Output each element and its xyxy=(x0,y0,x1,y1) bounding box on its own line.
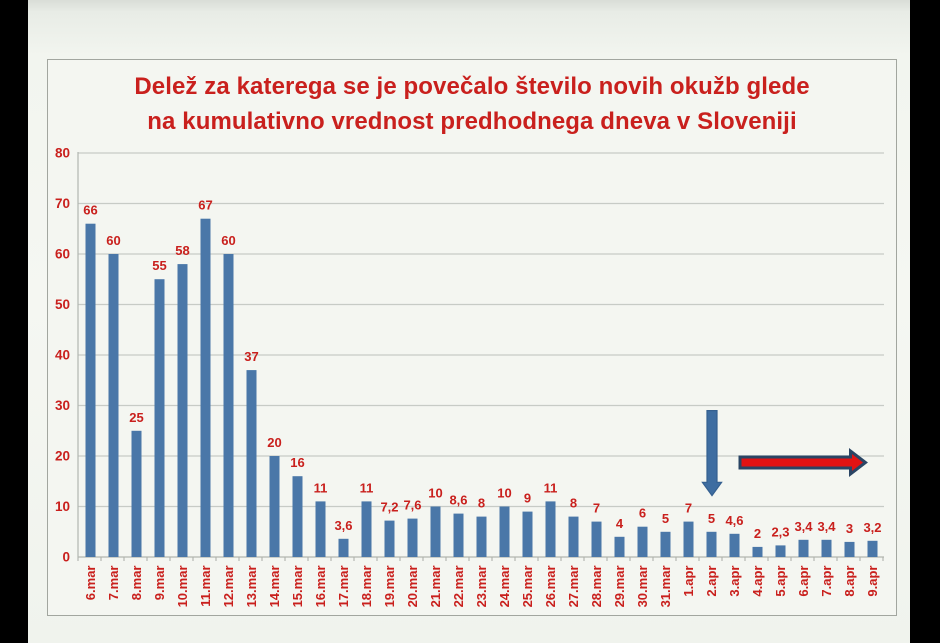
svg-text:4: 4 xyxy=(616,516,624,531)
svg-text:4.apr: 4.apr xyxy=(750,566,765,597)
svg-text:10: 10 xyxy=(55,499,70,514)
svg-text:50: 50 xyxy=(55,297,70,312)
svg-text:26.mar: 26.mar xyxy=(543,566,558,608)
svg-text:8,6: 8,6 xyxy=(449,493,467,508)
svg-text:8: 8 xyxy=(570,496,577,511)
svg-text:25.mar: 25.mar xyxy=(520,566,535,608)
svg-text:37: 37 xyxy=(244,349,258,364)
svg-text:17.mar: 17.mar xyxy=(336,566,351,608)
svg-text:30: 30 xyxy=(55,398,70,413)
svg-text:11: 11 xyxy=(544,480,558,495)
svg-text:16.mar: 16.mar xyxy=(313,566,328,608)
svg-text:24.mar: 24.mar xyxy=(497,566,512,608)
svg-text:2: 2 xyxy=(754,526,761,541)
svg-text:3,2: 3,2 xyxy=(863,520,881,535)
svg-text:11.mar: 11.mar xyxy=(198,566,213,607)
svg-text:58: 58 xyxy=(175,243,189,258)
svg-text:67: 67 xyxy=(198,198,212,213)
svg-text:27.mar: 27.mar xyxy=(566,566,581,608)
svg-text:8: 8 xyxy=(478,496,485,511)
svg-text:3,6: 3,6 xyxy=(334,518,352,533)
svg-text:60: 60 xyxy=(221,233,235,248)
svg-text:20: 20 xyxy=(55,449,70,464)
svg-text:9: 9 xyxy=(524,491,531,506)
svg-text:6.mar: 6.mar xyxy=(83,566,98,601)
svg-text:3: 3 xyxy=(846,521,853,536)
svg-text:9.mar: 9.mar xyxy=(152,566,167,601)
svg-text:3,4: 3,4 xyxy=(794,519,813,534)
svg-text:3.apr: 3.apr xyxy=(727,566,742,597)
svg-text:7,2: 7,2 xyxy=(380,500,398,515)
svg-text:80: 80 xyxy=(55,146,70,161)
svg-text:30.mar: 30.mar xyxy=(635,566,650,608)
svg-text:7.apr: 7.apr xyxy=(819,566,834,597)
svg-text:70: 70 xyxy=(55,196,70,211)
svg-text:4,6: 4,6 xyxy=(725,513,743,528)
svg-text:40: 40 xyxy=(55,348,70,363)
svg-text:7.mar: 7.mar xyxy=(106,566,121,601)
svg-text:29.mar: 29.mar xyxy=(612,566,627,608)
svg-text:2,3: 2,3 xyxy=(771,524,789,539)
svg-text:18.mar: 18.mar xyxy=(359,566,374,608)
svg-text:60: 60 xyxy=(106,233,120,248)
svg-text:7,6: 7,6 xyxy=(403,498,421,513)
svg-text:5: 5 xyxy=(662,511,669,526)
svg-text:13.mar: 13.mar xyxy=(244,566,259,608)
svg-text:11: 11 xyxy=(360,480,374,495)
svg-text:11: 11 xyxy=(314,480,328,495)
svg-text:10.mar: 10.mar xyxy=(175,566,190,608)
svg-text:20: 20 xyxy=(267,435,281,450)
svg-text:60: 60 xyxy=(55,247,70,262)
svg-text:15.mar: 15.mar xyxy=(290,566,305,608)
svg-text:31.mar: 31.mar xyxy=(658,566,673,608)
svg-text:1.apr: 1.apr xyxy=(681,566,696,597)
svg-text:8.mar: 8.mar xyxy=(129,566,144,601)
svg-text:8.apr: 8.apr xyxy=(842,566,857,597)
svg-text:23.mar: 23.mar xyxy=(474,566,489,608)
svg-text:55: 55 xyxy=(152,258,166,273)
svg-text:3,4: 3,4 xyxy=(817,519,836,534)
svg-text:2.apr: 2.apr xyxy=(704,566,719,597)
svg-text:0: 0 xyxy=(62,550,70,565)
svg-text:19.mar: 19.mar xyxy=(382,566,397,608)
svg-text:20.mar: 20.mar xyxy=(405,566,420,608)
svg-text:5.apr: 5.apr xyxy=(773,566,788,597)
svg-text:7: 7 xyxy=(593,501,600,516)
svg-text:14.mar: 14.mar xyxy=(267,566,282,608)
svg-text:22.mar: 22.mar xyxy=(451,566,466,608)
svg-text:9.apr: 9.apr xyxy=(865,566,880,597)
svg-text:10: 10 xyxy=(497,486,511,501)
svg-text:25: 25 xyxy=(129,410,143,425)
svg-text:7: 7 xyxy=(685,501,692,516)
svg-text:6.apr: 6.apr xyxy=(796,566,811,597)
svg-text:10: 10 xyxy=(428,486,442,501)
svg-text:21.mar: 21.mar xyxy=(428,566,443,608)
svg-text:6: 6 xyxy=(639,506,646,521)
svg-text:16: 16 xyxy=(290,455,304,470)
svg-text:66: 66 xyxy=(83,203,97,218)
svg-text:28.mar: 28.mar xyxy=(589,566,604,608)
svg-text:12.mar: 12.mar xyxy=(221,566,236,608)
svg-text:5: 5 xyxy=(708,511,715,526)
